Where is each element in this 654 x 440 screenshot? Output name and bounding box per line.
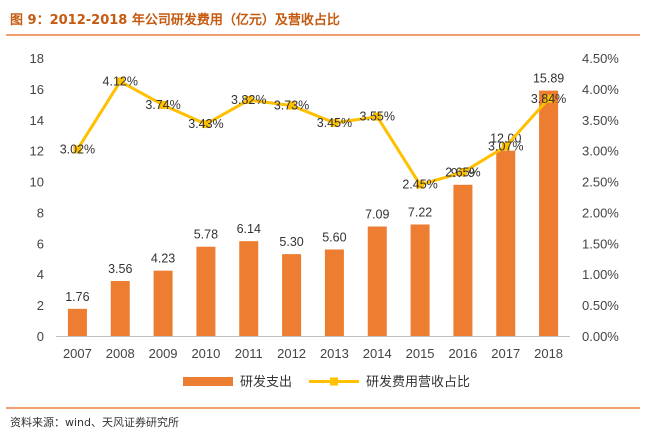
bar: [367, 226, 387, 336]
x-tick-label: 2010: [191, 346, 220, 361]
right-tick-label: 3.00%: [582, 144, 619, 159]
bar-data-label: 1.76: [65, 290, 89, 304]
legend-bar-label: 研发支出: [240, 374, 292, 390]
left-tick-label: 6: [37, 236, 44, 251]
left-tick-label: 0: [37, 329, 44, 344]
x-tick-label: 2018: [534, 346, 563, 361]
bar-data-label: 12.00: [490, 132, 521, 146]
legend-line-marker: [330, 377, 338, 386]
left-axis: 0 2 4 6 8 10 12 14 16 18: [30, 51, 44, 344]
bar-data-label: 6.14: [237, 222, 261, 236]
line-marker: [544, 94, 553, 103]
line-data-label: 2.65%: [445, 165, 480, 179]
right-axis: 0.00% 0.50% 1.00% 1.50% 2.00% 2.50% 3.00% 3.50%…: [582, 51, 619, 344]
left-tick-label: 14: [30, 113, 44, 128]
line-data-label: 3.02%: [60, 142, 95, 156]
x-tick-label: 2008: [106, 346, 135, 361]
bar-data-labels: 1.763.564.235.786.145.305.607.097.229.79…: [65, 72, 564, 304]
line-marker: [416, 180, 425, 189]
right-tick-label: 0.00%: [582, 329, 619, 344]
title-bar: 图 9：2012-2018 年公司研发费用（亿元）及营收占比: [0, 0, 654, 38]
bar: [539, 90, 559, 337]
line-data-label: 3.74%: [145, 98, 180, 112]
x-tick-label: 2014: [363, 346, 392, 361]
bar-data-label: 4.23: [151, 252, 175, 266]
line-data-label: 3.84%: [531, 92, 566, 106]
x-tick-label: 2011: [235, 346, 263, 361]
x-tick-label: 2013: [320, 346, 349, 361]
right-tick-label: 1.00%: [582, 267, 619, 282]
x-tick-label: 2017: [491, 346, 520, 361]
bar: [410, 224, 430, 336]
line-data-label: 3.55%: [360, 110, 395, 124]
bar-data-label: 15.89: [533, 72, 564, 86]
line-data-label: 3.07%: [488, 139, 523, 153]
line-marker: [501, 142, 510, 151]
line-data-label: 3.82%: [231, 93, 266, 107]
line-marker: [116, 77, 125, 86]
x-axis: 2007 2008 2009 2010 2011 2012 2013 2014 2015 2016…: [56, 336, 570, 361]
source-note: 资料来源：wind、天风证券研究所: [10, 416, 180, 429]
left-tick-label: 16: [30, 82, 44, 97]
line-marker: [330, 118, 339, 127]
bar: [239, 241, 259, 336]
bar: [196, 246, 216, 336]
bar-data-label: 7.09: [365, 207, 389, 221]
right-tick-label: 2.50%: [582, 175, 619, 190]
line-marker: [458, 168, 467, 177]
bar: [67, 308, 87, 336]
x-tick-label: 2012: [277, 346, 306, 361]
line-data-label: 2.45%: [402, 178, 437, 192]
bar: [153, 270, 173, 336]
left-tick-label: 10: [30, 175, 44, 190]
line-marker: [73, 145, 82, 154]
left-tick-label: 12: [30, 144, 44, 159]
right-tick-label: 4.50%: [582, 51, 619, 66]
right-tick-label: 0.50%: [582, 298, 619, 313]
x-tick-label: 2015: [406, 346, 435, 361]
legend: 研发支出 研发费用营收占比: [183, 374, 470, 390]
bar: [110, 281, 130, 336]
legend-line-label: 研发费用营收占比: [366, 374, 470, 390]
left-tick-label: 4: [37, 267, 44, 282]
right-tick-label: 4.00%: [582, 82, 619, 97]
bar: [453, 184, 473, 336]
right-tick-label: 3.50%: [582, 113, 619, 128]
left-tick-label: 18: [30, 51, 44, 66]
line-marker: [373, 112, 382, 121]
left-tick-label: 2: [37, 298, 44, 313]
line-series: [73, 77, 553, 189]
x-tick-label: 2007: [63, 346, 92, 361]
line-data-labels: 3.02% 4.12% 3.74% 3.43% 3.82% 3.73% 3.45% 3.55%…: [60, 74, 567, 191]
line-marker: [287, 101, 296, 110]
left-tick-label: 8: [37, 205, 44, 220]
line-marker: [159, 100, 168, 109]
line-marker: [201, 120, 210, 129]
line-data-label: 3.73%: [274, 99, 309, 113]
bar-series: [67, 90, 559, 337]
x-tick-label: 2016: [448, 346, 477, 361]
bar: [282, 254, 302, 336]
chart-title: 图 9：2012-2018 年公司研发费用（亿元）及营收占比: [10, 13, 340, 28]
bar: [496, 150, 516, 336]
bar-data-label: 5.78: [194, 228, 218, 242]
x-tick-label: 2009: [149, 346, 178, 361]
line-marker: [244, 96, 253, 105]
right-tick-label: 2.00%: [582, 205, 619, 220]
bar-data-label: 5.60: [322, 231, 346, 245]
right-tick-label: 1.50%: [582, 236, 619, 251]
line-data-label: 3.43%: [188, 117, 223, 131]
bar-data-label: 7.22: [408, 205, 432, 219]
top-divider: [6, 34, 640, 36]
line-data-label: 4.12%: [103, 74, 138, 88]
bar-data-label: 3.56: [108, 262, 132, 276]
bar: [324, 249, 344, 336]
bottom-divider: [6, 407, 640, 409]
bar-data-label: 5.30: [279, 235, 303, 249]
line-path: [76, 79, 550, 187]
legend-bar-swatch: [183, 377, 233, 386]
line-data-label: 3.45%: [317, 116, 352, 130]
